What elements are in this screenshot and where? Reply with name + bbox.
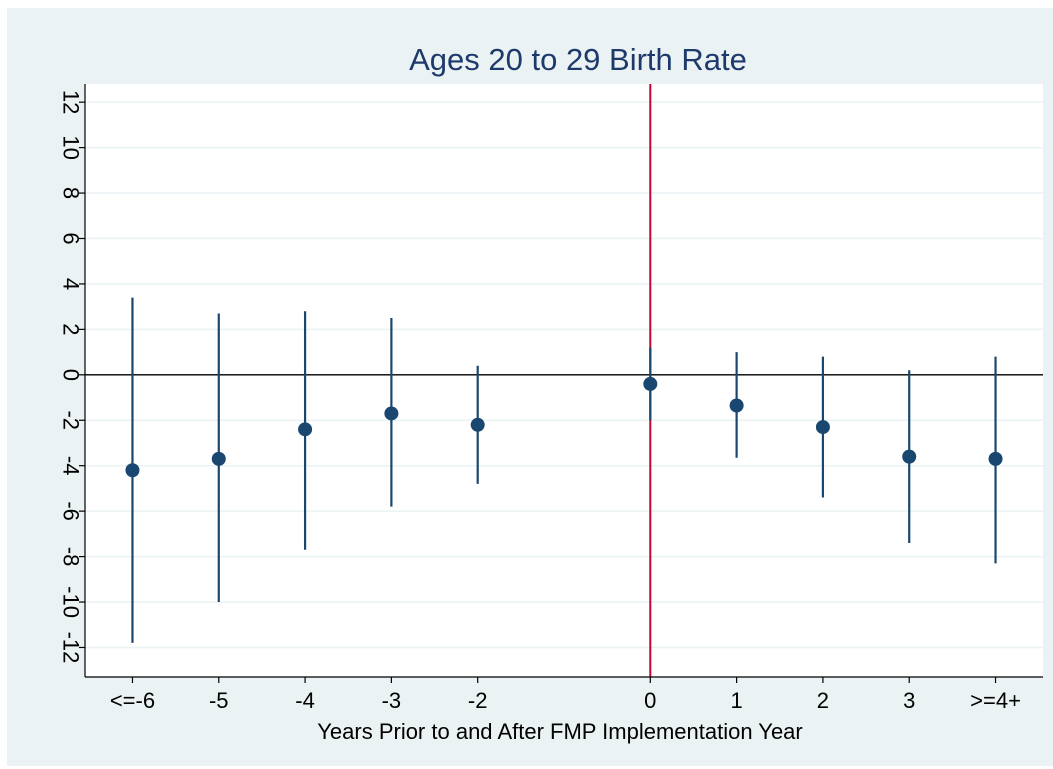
y-tick-label: -12 xyxy=(58,632,83,664)
x-tick-label: <=-6 xyxy=(110,688,155,713)
x-tick-label: 1 xyxy=(730,688,742,713)
point-estimate xyxy=(815,420,830,435)
axes xyxy=(84,84,1043,678)
x-tick-label: 3 xyxy=(903,688,915,713)
point-estimate xyxy=(470,417,485,432)
chart-title: Ages 20 to 29 Birth Rate xyxy=(409,42,747,77)
y-tick-label: 4 xyxy=(58,278,83,290)
y-tick-label: -6 xyxy=(58,501,83,521)
event-study-chart: Ages 20 to 29 Birth Rate -12 -10 -8 -6 -4 -2 0… xyxy=(58,42,1043,744)
y-tick-label: 12 xyxy=(58,90,83,114)
y-tick-label: 6 xyxy=(58,232,83,244)
y-axis-ticks: -12 -10 -8 -6 -4 -2 0 2 4 6 8 10 12 xyxy=(58,90,85,663)
y-tick-label: 8 xyxy=(58,187,83,199)
y-tick-label: 0 xyxy=(58,369,83,381)
y-tick-label: -10 xyxy=(58,586,83,618)
point-estimate xyxy=(902,449,917,464)
point-estimate xyxy=(384,406,399,421)
point-estimate xyxy=(729,398,744,413)
x-tick-label: -2 xyxy=(468,688,488,713)
point-estimate xyxy=(643,376,658,391)
x-tick-label: 0 xyxy=(644,688,656,713)
point-estimate xyxy=(298,422,313,437)
x-axis-ticks: <=-6 -5 -4 -3 -2 0 1 2 3 >=4+ xyxy=(110,677,1021,713)
gridlines xyxy=(85,101,1043,649)
x-tick-label: 2 xyxy=(817,688,829,713)
plot-area xyxy=(85,84,1043,677)
point-estimate xyxy=(211,451,226,466)
y-tick-label: 10 xyxy=(58,135,83,159)
y-tick-label: 2 xyxy=(58,323,83,335)
x-tick-label: >=4+ xyxy=(970,688,1021,713)
data-marks xyxy=(125,297,1003,643)
x-tick-label: -4 xyxy=(295,688,315,713)
chart-frame: Ages 20 to 29 Birth Rate -12 -10 -8 -6 -4 -2 0… xyxy=(7,8,1053,766)
x-tick-label: -3 xyxy=(382,688,402,713)
x-tick-label: -5 xyxy=(209,688,229,713)
y-tick-label: -8 xyxy=(58,547,83,567)
y-tick-label: -4 xyxy=(58,456,83,476)
y-tick-label: -2 xyxy=(58,410,83,430)
x-axis-label: Years Prior to and After FMP Implementat… xyxy=(317,719,803,744)
point-estimate xyxy=(988,451,1003,466)
point-estimate xyxy=(125,463,140,478)
